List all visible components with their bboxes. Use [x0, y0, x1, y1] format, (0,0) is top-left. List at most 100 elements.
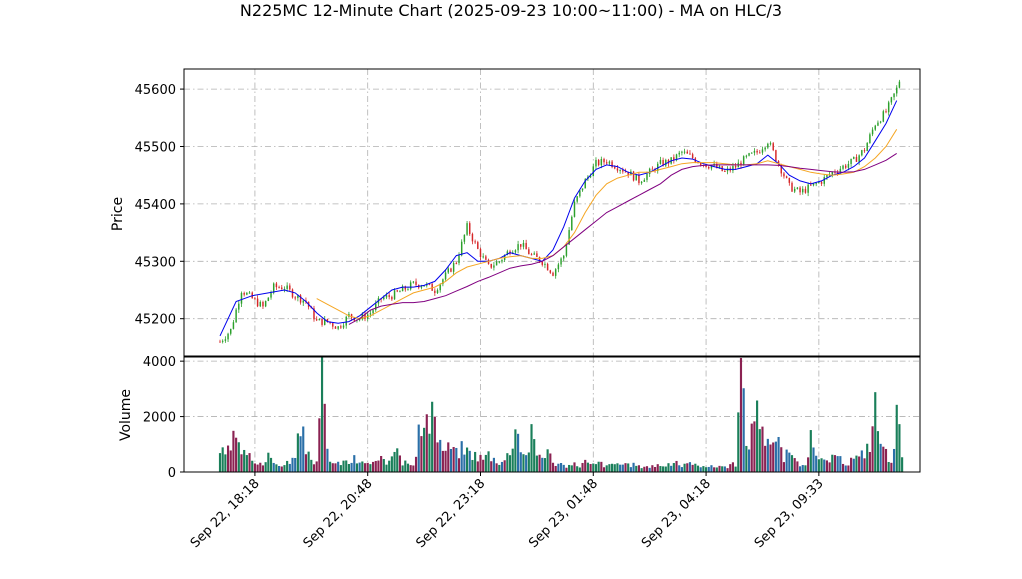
- candle-body: [871, 129, 874, 135]
- candle-body: [622, 170, 624, 172]
- candle-body: [323, 318, 326, 325]
- candle-body: [436, 290, 439, 293]
- volume-bar: [850, 457, 853, 472]
- candle-body: [364, 313, 366, 319]
- candle-body: [624, 171, 627, 173]
- x-tick-label: Sep 23, 01:48: [526, 476, 601, 551]
- volume-bar: [726, 468, 729, 472]
- candle-body: [482, 256, 484, 258]
- price-axes-frame: [183, 68, 921, 357]
- volume-bar: [691, 464, 694, 472]
- volume-bar: [342, 460, 345, 472]
- volume-bar: [380, 455, 383, 472]
- candle-body: [750, 152, 753, 154]
- volume-bar: [503, 460, 506, 472]
- candle-body: [896, 87, 898, 94]
- candle-body: [326, 318, 329, 322]
- volume-bar: [651, 465, 654, 472]
- volume-bar: [589, 464, 592, 472]
- candle-body: [388, 295, 390, 297]
- volume-bar: [777, 436, 780, 472]
- volume-bar: [269, 457, 273, 472]
- volume-bar: [320, 357, 324, 472]
- volume-bar: [353, 455, 356, 472]
- candle-body: [536, 253, 538, 257]
- volume-bar: [278, 466, 281, 472]
- candle-body: [767, 143, 769, 148]
- volume-bar: [627, 463, 630, 472]
- candle-body: [485, 256, 487, 260]
- candle-body: [745, 155, 748, 157]
- price-tick-label: 45300: [135, 255, 176, 270]
- candle-body: [753, 150, 756, 153]
- volume-bar: [790, 455, 794, 472]
- candle-body: [332, 323, 334, 327]
- volume-bar: [495, 463, 498, 472]
- candle-body: [554, 269, 557, 276]
- candle-body: [826, 175, 828, 178]
- volume-bar: [307, 451, 310, 472]
- volume-bar: [882, 446, 885, 472]
- volume-bar: [323, 403, 326, 472]
- volume-bar: [664, 466, 667, 472]
- candle-body: [294, 297, 296, 299]
- volume-bar: [723, 466, 726, 472]
- price-tick-label: 45400: [135, 198, 176, 213]
- volume-bar: [337, 461, 340, 472]
- candle-body: [836, 172, 839, 174]
- volume-bar: [441, 450, 444, 472]
- candle-body: [861, 150, 863, 156]
- volume-bar: [884, 448, 888, 472]
- candle-body: [742, 156, 745, 166]
- volume-bar: [299, 436, 302, 472]
- candle-body: [302, 300, 304, 303]
- volume-bar: [409, 465, 412, 472]
- candle-body: [579, 190, 581, 197]
- candle-body: [858, 155, 860, 162]
- candle-body: [748, 153, 750, 156]
- candle-body: [315, 319, 318, 321]
- volume-bar: [479, 454, 482, 472]
- volume-bar: [218, 453, 222, 472]
- volume-bar: [460, 441, 463, 472]
- volume-bar: [229, 450, 232, 472]
- volume-bar: [892, 448, 896, 472]
- volume-bar: [750, 423, 753, 472]
- candle-body: [756, 150, 758, 153]
- candle-body: [887, 102, 890, 113]
- volume-bar: [339, 465, 342, 472]
- candle-body: [643, 179, 646, 182]
- volume-bar: [858, 456, 861, 472]
- volume-bar: [347, 463, 350, 472]
- candle-body: [471, 233, 474, 242]
- volume-bar: [543, 458, 547, 472]
- candle-body: [452, 263, 455, 272]
- volume-bar: [417, 424, 420, 472]
- candle-body: [342, 325, 345, 328]
- candle-body: [831, 171, 834, 175]
- candle-body: [506, 251, 509, 255]
- candle-body: [769, 143, 772, 145]
- volume-bar: [261, 465, 265, 472]
- volume-bars: [218, 357, 904, 472]
- volume-bar: [616, 463, 619, 472]
- candle-body: [520, 244, 522, 247]
- candle-body: [291, 289, 294, 298]
- candle-body: [272, 283, 275, 293]
- volume-bar: [602, 467, 606, 472]
- volume-bar: [860, 450, 863, 472]
- candle-body: [447, 268, 450, 273]
- volume-bar: [672, 463, 675, 472]
- price-grid: [184, 69, 920, 356]
- volume-bar: [812, 447, 815, 472]
- candle-body: [853, 157, 855, 159]
- volume-bar: [431, 401, 434, 472]
- volume-bar: [788, 452, 791, 472]
- candle-body: [281, 287, 283, 290]
- volume-bar: [334, 463, 337, 472]
- candle-body: [581, 188, 584, 191]
- x-tick-label: Sep 23, 09:33: [752, 476, 827, 551]
- candle-body: [455, 263, 458, 265]
- candle-body: [393, 290, 396, 300]
- candle-body: [385, 295, 388, 298]
